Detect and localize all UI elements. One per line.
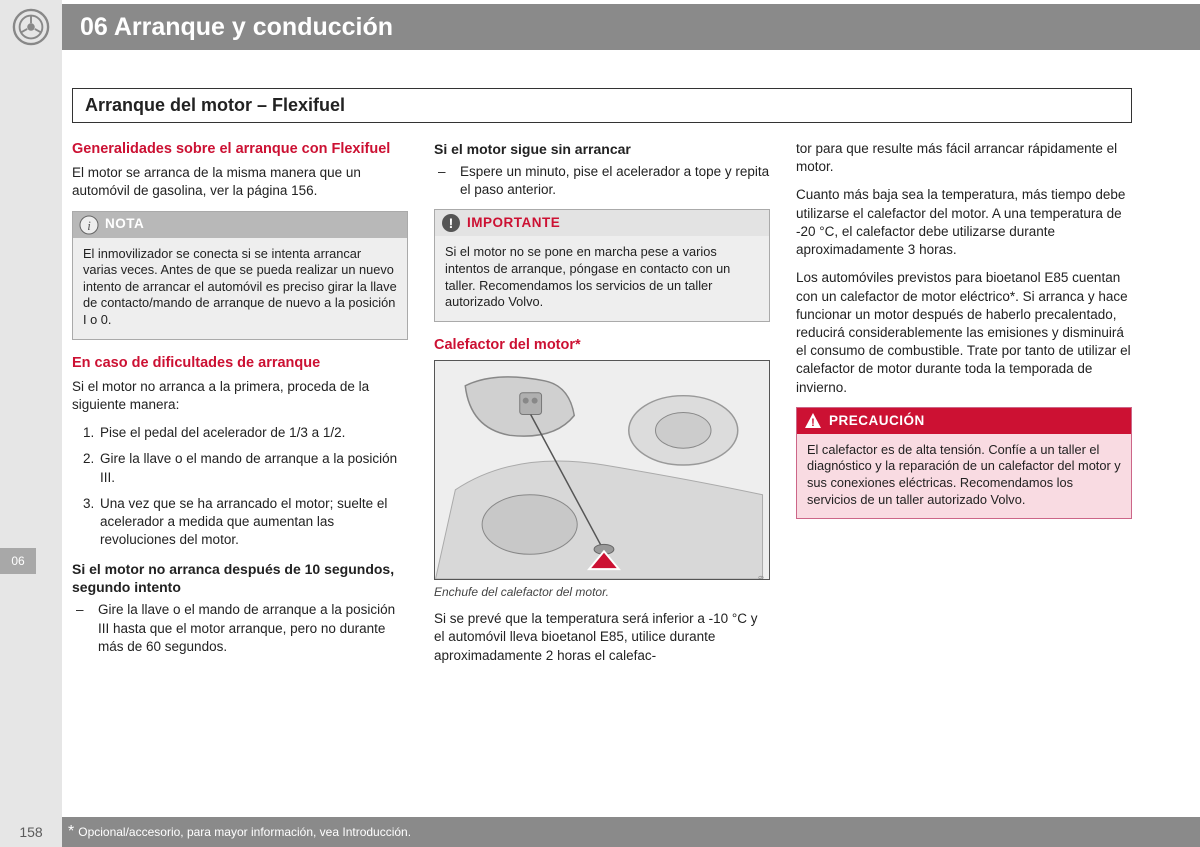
dash-item: Espere un minuto, pise el acelerador a t… (460, 163, 770, 199)
nota-callout: i NOTA El inmovilizador se conecta si se… (72, 211, 408, 340)
sidebar: 06 (0, 0, 62, 847)
header-bar: 06 Arranque y conducción (62, 4, 1200, 50)
importante-callout: ! IMPORTANTE Si el motor no se pone en m… (434, 209, 770, 322)
warning-icon: ! (803, 411, 823, 431)
footnote-text: Opcional/accesorio, para mayor informaci… (78, 825, 411, 839)
chapter-title: 06 Arranque y conducción (80, 13, 393, 42)
column-3: tor para que resulte más fácil arrancar … (796, 140, 1132, 675)
steering-wheel-icon (12, 8, 50, 46)
nota-body: El inmovilizador se conecta si se intent… (73, 238, 407, 339)
column-2: Si el motor sigue sin arrancar Espere un… (434, 140, 770, 675)
step-item: Pise el pedal del acelerador de 1/3 a 1/… (98, 424, 408, 442)
footer-bar: 158 * Opcional/accesorio, para mayor inf… (0, 817, 1200, 847)
heading-sigue-sin-arrancar: Si el motor sigue sin arrancar (434, 140, 770, 159)
heading-10-segundos: Si el motor no arranca después de 10 seg… (72, 560, 408, 598)
svg-text:!: ! (449, 215, 454, 231)
section-title-box: Arranque del motor – Flexifuel (72, 88, 1132, 123)
body-text: Los automóviles previstos para bioetanol… (796, 269, 1132, 397)
info-icon: i (79, 215, 99, 235)
step-item: Gire la llave o el mando de arranque a l… (98, 450, 408, 486)
alert-icon: ! (441, 213, 461, 233)
figure-calefactor: G042169 (434, 360, 770, 580)
chapter-tab: 06 (0, 548, 36, 574)
dash-item: Gire la llave o el mando de arranque a l… (98, 601, 408, 656)
nota-header: i NOTA (73, 212, 407, 238)
precaucion-callout: ! PRECAUCIÓN El calefactor es de alta te… (796, 407, 1132, 520)
importante-body: Si el motor no se pone en marcha pese a … (435, 236, 769, 321)
column-1: Generalidades sobre el arranque con Flex… (72, 140, 408, 675)
precaucion-header: ! PRECAUCIÓN (797, 408, 1131, 434)
svg-text:i: i (87, 218, 91, 233)
image-code: G042169 (758, 575, 767, 580)
step-item: Una vez que se ha arrancado el motor; su… (98, 495, 408, 550)
importante-label: IMPORTANTE (467, 214, 560, 232)
importante-header: ! IMPORTANTE (435, 210, 769, 236)
precaucion-label: PRECAUCIÓN (829, 412, 925, 430)
body-text: El motor se arranca de la misma manera q… (72, 164, 408, 200)
body-text: tor para que resulte más fácil arrancar … (796, 140, 1132, 176)
heading-generalidades: Generalidades sobre el arranque con Flex… (72, 140, 408, 158)
section-title: Arranque del motor – Flexifuel (85, 95, 1119, 116)
precaucion-body: El calefactor es de alta tensión. Confíe… (797, 434, 1131, 519)
body-text: Si se prevé que la temperatura será infe… (434, 610, 770, 665)
dash-list: Espere un minuto, pise el acelerador a t… (434, 163, 770, 199)
footnote-asterisk: * (68, 823, 74, 841)
heading-calefactor: Calefactor del motor* (434, 336, 770, 354)
body-text: Si el motor no arranca a la primera, pro… (72, 378, 408, 414)
heading-dificultades: En caso de dificultades de arranque (72, 354, 408, 372)
body-text: Cuanto más baja sea la temperatura, más … (796, 186, 1132, 259)
dash-list: Gire la llave o el mando de arranque a l… (72, 601, 408, 656)
steps-list: Pise el pedal del acelerador de 1/3 a 1/… (72, 424, 408, 549)
page-number: 158 (0, 817, 62, 847)
content-columns: Generalidades sobre el arranque con Flex… (72, 140, 1134, 675)
svg-text:!: ! (811, 417, 815, 429)
figure-caption: Enchufe del calefactor del motor. (434, 584, 770, 600)
nota-label: NOTA (105, 215, 144, 233)
